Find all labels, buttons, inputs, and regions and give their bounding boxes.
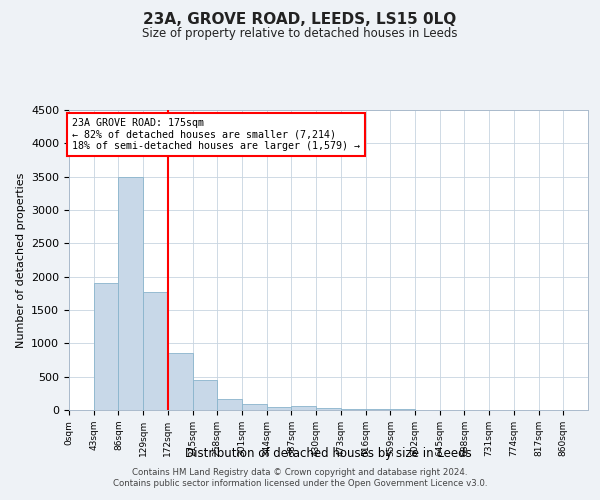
Text: Distribution of detached houses by size in Leeds: Distribution of detached houses by size … <box>185 448 472 460</box>
Text: Size of property relative to detached houses in Leeds: Size of property relative to detached ho… <box>142 28 458 40</box>
Bar <box>242 404 267 410</box>
Text: Contains HM Land Registry data © Crown copyright and database right 2024.
Contai: Contains HM Land Registry data © Crown c… <box>113 468 487 487</box>
Bar <box>143 292 168 410</box>
Bar <box>118 178 143 410</box>
Bar <box>217 400 242 410</box>
Text: 23A, GROVE ROAD, LEEDS, LS15 0LQ: 23A, GROVE ROAD, LEEDS, LS15 0LQ <box>143 12 457 28</box>
Text: 23A GROVE ROAD: 175sqm
← 82% of detached houses are smaller (7,214)
18% of semi-: 23A GROVE ROAD: 175sqm ← 82% of detached… <box>72 118 360 151</box>
Bar <box>94 282 118 410</box>
Bar <box>168 352 193 410</box>
Y-axis label: Number of detached properties: Number of detached properties <box>16 172 26 348</box>
Bar <box>267 407 292 410</box>
Bar <box>341 408 365 410</box>
Bar <box>193 380 217 410</box>
Bar <box>292 406 316 410</box>
Bar <box>316 408 341 410</box>
